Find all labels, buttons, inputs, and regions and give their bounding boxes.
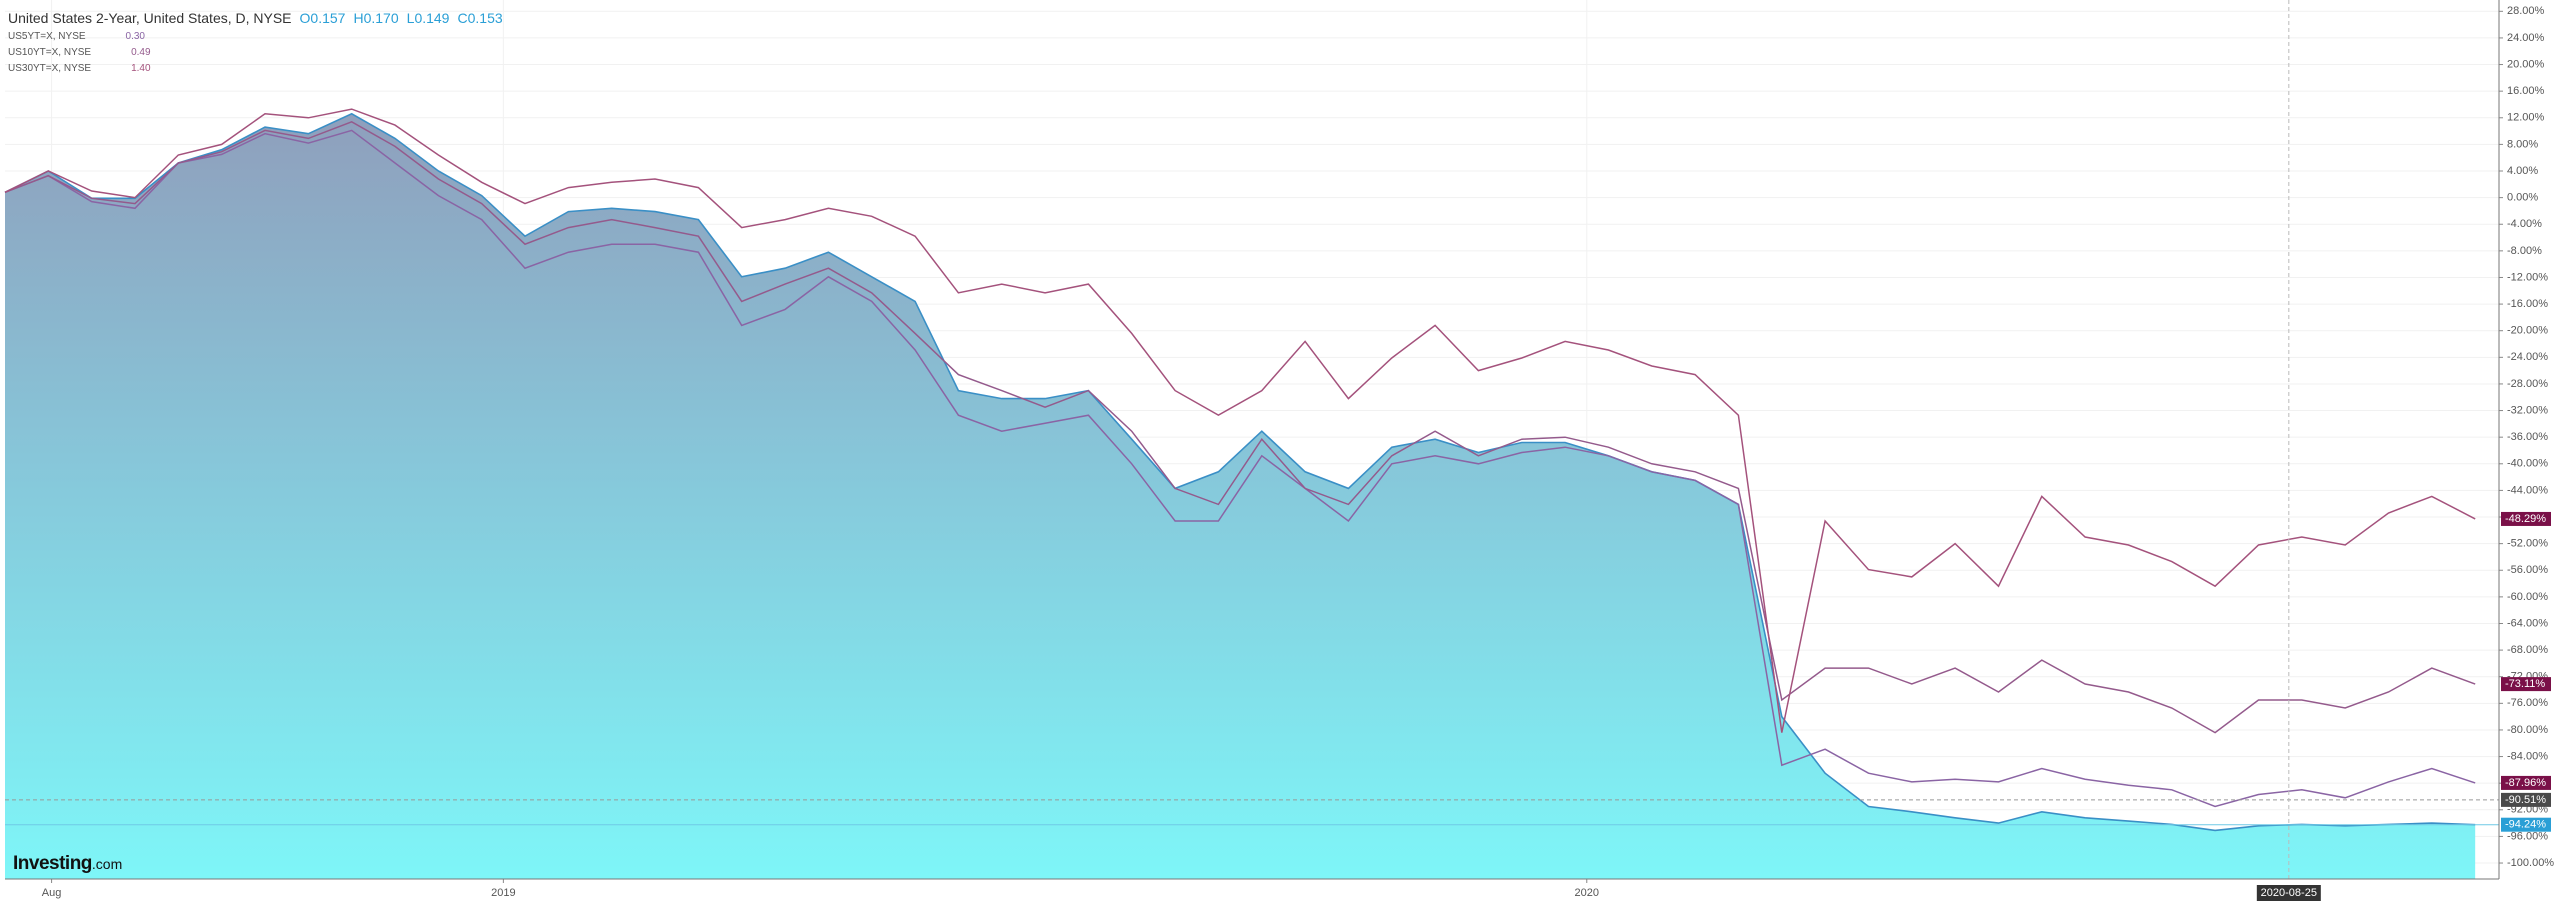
y-tick-label: 4.00%: [2507, 165, 2538, 177]
last-value-box: [2501, 511, 2551, 526]
series-line: [4, 112, 2476, 832]
legend-entry: US30YT=X, NYSE 1.40: [8, 61, 151, 77]
y-tick-label: -76.00%: [2507, 697, 2548, 709]
logo: Investing: [13, 853, 92, 874]
y-tick-label: -96.00%: [2507, 830, 2548, 842]
y-tick-label: -44.00%: [2507, 484, 2548, 496]
y-tick-label: -8.00%: [2507, 245, 2542, 257]
ohlc-name: H: [353, 10, 364, 26]
header: United States 2-Year, United States, D, …: [8, 10, 511, 26]
ohlc-value: 0.153: [467, 10, 503, 26]
legend-name: US10YT=X, NYSE: [8, 47, 92, 58]
series-line: [4, 108, 2476, 733]
ohlc-value: 0.149: [414, 10, 450, 26]
legend-name: US30YT=X, NYSE: [8, 63, 92, 74]
last-value-box: [2501, 677, 2551, 692]
legend-entry: US10YT=X, NYSE 0.49: [8, 45, 151, 61]
y-tick-label: 16.00%: [2507, 85, 2545, 97]
x-tick-label: 2019: [491, 887, 515, 899]
y-tick-label: -40.00%: [2507, 458, 2548, 470]
y-tick-label: -36.00%: [2507, 431, 2548, 443]
last-value-box: [2501, 817, 2551, 832]
area-fill: [5, 113, 2476, 880]
y-tick-label: -24.00%: [2507, 351, 2548, 363]
ohlc-name: O: [299, 10, 311, 26]
plot-area: [4, 0, 2499, 880]
y-tick-label: -80.00%: [2507, 724, 2548, 736]
ohlc-value: 0.170: [363, 10, 399, 26]
legend-value: 1.40: [131, 63, 151, 74]
y-tick-label: -100.00%: [2507, 857, 2554, 869]
title: United States 2-Year, United States, D, …: [8, 10, 292, 26]
y-tick-label: 28.00%: [2507, 5, 2545, 17]
crosshair-y-box: [2501, 792, 2551, 807]
last-value-label: -48.29%: [2505, 513, 2546, 525]
x-tick-label: 2020: [1575, 887, 1599, 899]
crosshair-x-label: 2020-08-25: [2261, 887, 2317, 899]
y-tick-label: -12.00%: [2507, 271, 2548, 283]
last-value-label: -87.96%: [2505, 777, 2546, 789]
y-tick-label: -68.00%: [2507, 644, 2548, 656]
legend-name: US5YT=X, NYSE: [8, 31, 86, 42]
ohlc-name: L: [406, 10, 415, 26]
logo-suffix: .com: [91, 856, 123, 872]
crosshair-y-label: -90.51%: [2505, 794, 2546, 806]
ohlc-value: 0.157: [310, 10, 346, 26]
legend-value: 0.49: [131, 47, 151, 58]
y-tick-label: 12.00%: [2507, 112, 2545, 124]
last-value-box: [2501, 775, 2551, 790]
legend-value: 0.30: [125, 31, 145, 42]
y-tick-label: -84.00%: [2507, 750, 2548, 762]
y-tick-label: -28.00%: [2507, 378, 2548, 390]
ohlc: O0.157 H0.170 L0.149 C0.153: [300, 10, 511, 26]
legend: US5YT=X, NYSE 0.30 US10YT=X, NYSE 0.49 US30Y…: [8, 29, 151, 77]
y-tick-label: 20.00%: [2507, 58, 2545, 70]
legend-entry: US5YT=X, NYSE 0.30: [8, 29, 151, 45]
y-tick-label: -56.00%: [2507, 564, 2548, 576]
y-tick-label: -64.00%: [2507, 617, 2548, 629]
axes: 28.00% 24.00% 20.00% 16.00% 12.00% 8.00% 4.00%…: [5, 0, 2554, 901]
y-tick-label: 0.00%: [2507, 192, 2538, 204]
watermark: Investing.com: [13, 853, 122, 875]
y-tick-label: -32.00%: [2507, 404, 2548, 416]
series-line: [4, 129, 2476, 808]
x-tick-label: Aug: [42, 887, 62, 899]
y-tick-label: 8.00%: [2507, 138, 2538, 150]
last-value-label: -94.24%: [2505, 819, 2546, 831]
y-tick-label: -16.00%: [2507, 298, 2548, 310]
y-tick-label: -20.00%: [2507, 325, 2548, 337]
series-line: [4, 120, 2476, 734]
y-tick-label: -60.00%: [2507, 591, 2548, 603]
last-value-label: -73.11%: [2505, 678, 2545, 690]
y-tick-label: -4.00%: [2507, 218, 2542, 230]
ohlc-name: C: [457, 10, 468, 26]
y-tick-label: -52.00%: [2507, 538, 2548, 550]
y-tick-label: 24.00%: [2507, 32, 2545, 44]
crosshair-x-box: [2256, 885, 2321, 901]
